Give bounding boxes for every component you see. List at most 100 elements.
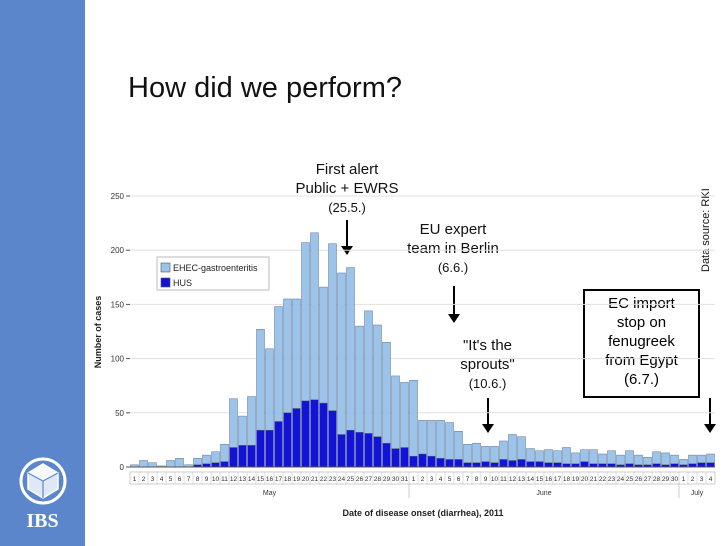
bar-ehec (202, 454, 211, 464)
bar-ehec (616, 454, 625, 466)
annotation-sprouts-line1: "It's the (462, 337, 513, 354)
bar-hus (517, 459, 526, 468)
x-tick-label: 2 (142, 476, 146, 483)
annotation-eu-team-date: (6.6.) (437, 260, 469, 275)
x-tick-label: 25 (626, 476, 634, 483)
bar-ehec (589, 449, 598, 464)
x-tick-label: 20 (302, 476, 310, 483)
bar-hus (544, 462, 553, 468)
month-label: July (691, 490, 704, 497)
bar-ehec (544, 449, 553, 463)
bar-hus (301, 400, 310, 468)
x-tick-label: 7 (466, 476, 470, 483)
bar-ehec (490, 446, 499, 463)
x-tick-label: 11 (500, 476, 507, 483)
x-tick-label: 15 (536, 476, 544, 483)
x-tick-label: 9 (205, 476, 209, 483)
x-tick-label: 23 (608, 476, 616, 483)
bar-ehec (634, 454, 643, 466)
x-tick-label: 5 (169, 476, 173, 483)
bar-hus (490, 462, 499, 468)
bar-ehec (481, 446, 490, 462)
y-tick-label: 200 (111, 246, 125, 255)
annotation-eu-team-line1: EU expert (419, 221, 487, 238)
bar-ehec (661, 452, 670, 466)
bar-hus (274, 421, 283, 468)
legend-swatch-ehec (160, 262, 171, 273)
x-tick-label: 1 (133, 476, 137, 483)
x-tick-label: 3 (430, 476, 434, 483)
bar-ehec (256, 329, 265, 431)
bar-ehec (688, 454, 697, 464)
legend-box (156, 256, 270, 291)
x-tick-label: 16 (545, 476, 553, 483)
bar-hus (292, 408, 301, 468)
bar-ehec (283, 298, 292, 414)
annotation-first-alert-line1: First alert (315, 161, 379, 178)
bar-hus (256, 429, 265, 468)
x-tick-label: 1 (412, 476, 416, 483)
arrow-eu-team-icon (448, 286, 460, 323)
x-tick-label: 21 (311, 476, 319, 483)
bar-ehec (400, 382, 409, 448)
x-tick-label: 29 (383, 476, 391, 483)
bar-ehec (580, 449, 589, 462)
x-tick-label: 21 (590, 476, 598, 483)
bar-hus (391, 448, 400, 468)
bar-ehec (418, 420, 427, 455)
x-tick-label: 18 (284, 476, 292, 483)
legend-swatch-hus (160, 277, 171, 288)
x-tick-label: 23 (329, 476, 337, 483)
y-tick-label: 50 (115, 409, 124, 418)
x-tick-label: 26 (635, 476, 643, 483)
x-tick-label: 27 (365, 476, 373, 483)
x-tick-label: 12 (230, 476, 238, 483)
bar-hus (220, 461, 229, 468)
x-tick-label: 24 (617, 476, 625, 483)
x-tick-label: 13 (239, 476, 247, 483)
bar-ehec (373, 324, 382, 437)
x-tick-label: 12 (509, 476, 517, 483)
arrow-sprouts-icon (482, 398, 494, 433)
legend-label-ehec: EHEC-gastroenteritis (173, 263, 258, 273)
ibs-logo-icon (19, 457, 67, 505)
x-tick-label: 8 (475, 476, 479, 483)
bar-ehec (652, 451, 661, 464)
bar-hus (247, 445, 256, 468)
annotation-import-stop-line3: fenugreek (608, 333, 675, 350)
annotation-import-stop-line2: stop on (616, 314, 667, 331)
x-axis-label: Date of disease onset (diarrhea), 2011 (342, 508, 503, 518)
bar-ehec (472, 442, 481, 463)
annotation-first-alert-line2: Public + EWRS (295, 180, 399, 197)
bar-hus (526, 461, 535, 468)
x-tick-label: 18 (563, 476, 571, 483)
bar-ehec (229, 398, 238, 448)
bar-ehec (292, 298, 301, 409)
bar-ehec (463, 444, 472, 463)
bar-ehec (598, 453, 607, 464)
bar-ehec (643, 457, 652, 466)
x-tick-label: 5 (448, 476, 452, 483)
x-tick-label: 19 (293, 476, 301, 483)
x-tick-label: 6 (457, 476, 461, 483)
bar-ehec (697, 454, 706, 463)
x-tick-label: 29 (662, 476, 670, 483)
x-tick-label: 17 (275, 476, 283, 483)
bar-hus (706, 462, 715, 468)
bar-hus (535, 461, 544, 468)
bar-ehec (337, 272, 346, 435)
x-tick-label: 24 (338, 476, 346, 483)
x-tick-label: 28 (374, 476, 382, 483)
x-tick-label: 14 (527, 476, 535, 483)
bar-ehec (670, 454, 679, 464)
bar-ehec (274, 306, 283, 422)
bar-ehec (436, 420, 445, 459)
x-tick-label: 17 (554, 476, 562, 483)
x-tick-label: 10 (491, 476, 499, 483)
bar-hus (436, 458, 445, 468)
x-tick-label: 30 (671, 476, 679, 483)
bar-ehec (139, 460, 148, 468)
x-tick-label: 3 (151, 476, 155, 483)
bar-ehec (391, 375, 400, 449)
bar-ehec (211, 451, 220, 463)
